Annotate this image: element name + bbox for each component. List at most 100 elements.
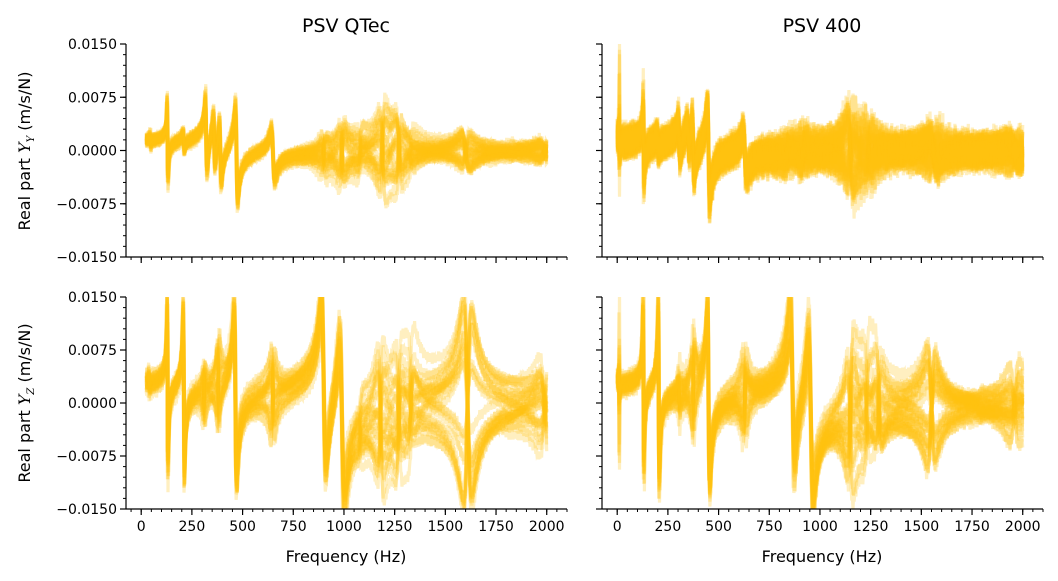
frf-curve	[144, 113, 549, 192]
frf-curve	[144, 297, 549, 509]
frf-curve	[144, 297, 549, 497]
frf-curve	[144, 297, 549, 493]
frf-curve	[615, 68, 1025, 206]
y-tick-label: −0.0075	[56, 449, 117, 465]
frf-curve	[144, 101, 549, 205]
frf-curve	[615, 90, 1025, 217]
frf-curve	[144, 297, 549, 509]
x-tick-label: 1750	[478, 519, 514, 535]
y-tick-label: 0.0075	[68, 343, 117, 359]
frf-curve	[615, 99, 1025, 191]
frf-curve	[615, 91, 1025, 200]
frf-curve	[144, 301, 549, 509]
y-tick-label: 0.0000	[68, 396, 117, 412]
frf-curve	[144, 297, 548, 504]
frf-curve	[615, 90, 1025, 220]
frf-curve	[144, 94, 549, 205]
frf-curve	[144, 96, 549, 204]
frf-curve	[144, 320, 549, 506]
frf-curve	[615, 72, 1025, 219]
frf-curve	[615, 95, 1025, 204]
curves-qtec-y	[144, 84, 549, 213]
xlabel-right: Frequency (Hz)	[762, 547, 883, 566]
frf-curve	[615, 96, 1025, 213]
frf-curve	[144, 97, 549, 203]
panel-qtec-z: 0.0150 0.0075 0.0000 −0.0075 −0.0150 0 250 500 7…	[56, 290, 568, 535]
x-tick-label: 500	[705, 519, 732, 535]
frf-curve	[144, 297, 549, 509]
panel-p400-y	[596, 43, 1044, 263]
ylabel-row-z: Real part YZ (m/s/N)	[15, 323, 37, 482]
panel-qtec-y: 0.0150 0.0075 0.0000 −0.0075 −0.0150	[56, 37, 568, 266]
frf-curve	[144, 304, 549, 509]
frf-curve	[615, 297, 1025, 503]
frf-curve	[616, 309, 1025, 495]
frf-curve	[615, 297, 1025, 509]
frf-curve	[615, 300, 1024, 507]
frf-curve	[144, 96, 549, 204]
panel-p400-z: 0 250 500 750 1000 1250 1500 1750 2000	[596, 296, 1044, 535]
frf-curve	[144, 91, 549, 205]
frf-curve	[615, 54, 1025, 210]
frf-curve	[615, 100, 1025, 200]
frf-curve	[615, 81, 1025, 205]
frf-curve	[615, 44, 1025, 209]
frf-curve	[615, 312, 1025, 481]
frf-curve	[615, 297, 1025, 509]
frf-curve	[144, 297, 549, 500]
column-title-psv400: PSV 400	[783, 15, 862, 37]
frf-curve	[615, 297, 1025, 504]
frf-curve	[615, 297, 1025, 487]
frf-curve	[144, 95, 549, 200]
frf-curve	[615, 89, 1025, 212]
x-tick-label: 1250	[853, 519, 889, 535]
frf-curve	[615, 73, 1025, 204]
frf-curve	[144, 100, 549, 190]
frf-curve	[144, 84, 548, 204]
frf-curve	[615, 299, 1025, 495]
frf-curve	[144, 306, 549, 508]
x-tick-label: 1000	[802, 519, 838, 535]
frf-curve	[615, 297, 1025, 496]
y-tick-label: −0.0150	[56, 502, 117, 518]
frf-curve	[144, 86, 549, 196]
frf-curve	[615, 297, 1025, 509]
frf-curve	[144, 299, 549, 501]
xlabel-left: Frequency (Hz)	[286, 547, 407, 566]
frf-curve	[615, 297, 1025, 509]
frf-curve	[615, 103, 1025, 223]
x-tick-label: 1500	[428, 519, 464, 535]
frf-curve	[144, 94, 549, 194]
frf-curve	[144, 101, 549, 196]
frf-curve	[615, 297, 1025, 509]
frf-curve	[615, 297, 1025, 493]
y-tick-label: 0.0000	[68, 144, 117, 160]
frf-curve	[144, 97, 549, 209]
y-tick-label: −0.0075	[56, 197, 117, 213]
frf-curve	[615, 98, 1025, 211]
frf-curve	[144, 108, 549, 199]
frf-curve	[615, 90, 1025, 219]
x-tick-label: 250	[179, 519, 206, 535]
frf-curve	[615, 93, 1025, 218]
frf-curve	[144, 305, 549, 499]
frf-curve	[144, 92, 549, 189]
x-tick-label: 2000	[529, 519, 565, 535]
frf-curve	[144, 297, 549, 506]
x-tick-label: 0	[613, 519, 622, 535]
frf-curve	[615, 90, 1025, 211]
frf-curve	[615, 89, 1025, 219]
x-tick-label: 1250	[377, 519, 413, 535]
frf-curve	[144, 92, 549, 211]
frf-curve	[615, 297, 1025, 509]
frf-curve	[615, 298, 1025, 499]
curves-qtec-z	[144, 297, 549, 509]
frf-curve	[144, 108, 549, 199]
frf-curve	[615, 307, 1024, 492]
y-tick-label: −0.0150	[56, 250, 117, 266]
frf-curve	[144, 93, 549, 206]
frf-curve	[144, 89, 549, 210]
frf-curve	[144, 297, 549, 498]
x-tick-label: 500	[229, 519, 256, 535]
frf-curve	[615, 99, 1025, 196]
